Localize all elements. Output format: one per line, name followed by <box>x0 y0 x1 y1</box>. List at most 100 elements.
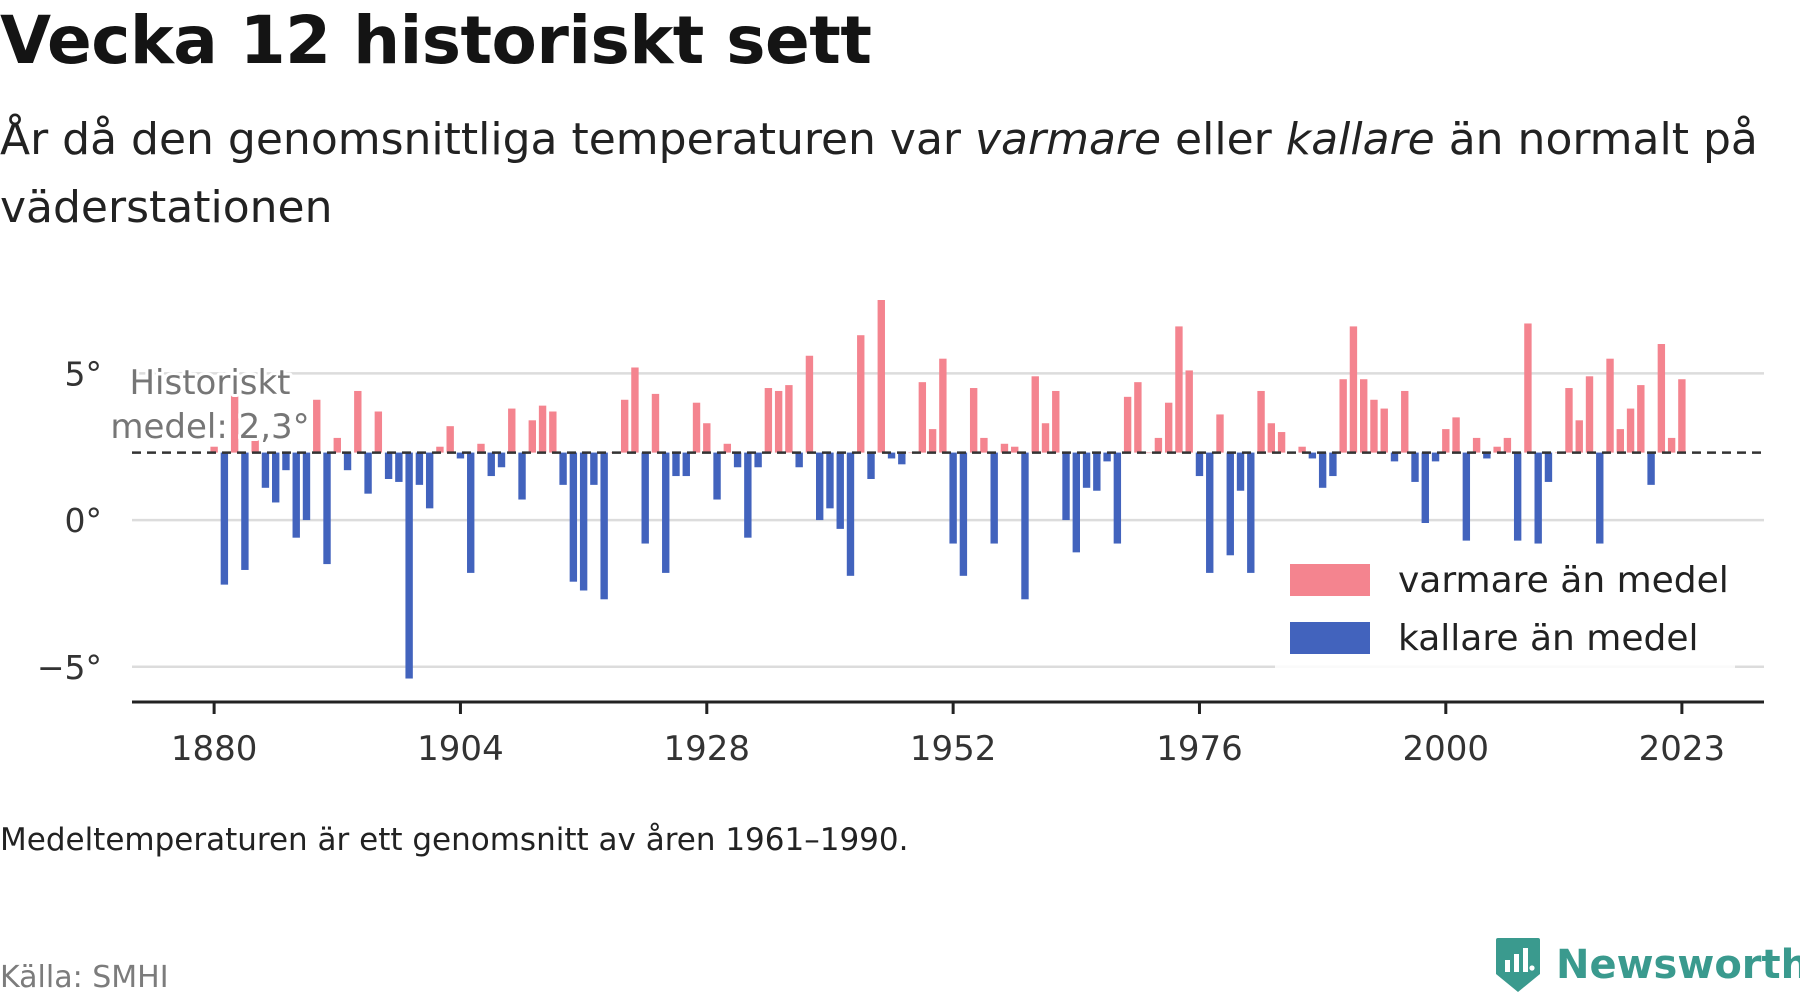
warm-bar <box>1401 390 1409 453</box>
warm-bar <box>313 399 321 453</box>
cold-bar <box>569 452 578 582</box>
cold-bar <box>467 452 475 573</box>
cold-bar <box>836 452 844 529</box>
subtitle-emphasis-warmer: varmare <box>974 114 1162 165</box>
cold-bar <box>1647 452 1655 485</box>
warm-bar <box>1606 358 1614 453</box>
source-label: Källa: SMHI <box>0 960 169 995</box>
x-tick-label: 1904 <box>417 729 504 769</box>
warm-bar <box>1503 437 1512 453</box>
warm-bar <box>1011 446 1019 453</box>
cold-bar <box>713 452 721 500</box>
warm-bar <box>928 429 937 453</box>
warm-bar <box>774 390 783 453</box>
cold-bar <box>826 452 834 509</box>
legend: varmare än medel kallare än medel <box>1275 550 1735 668</box>
warm-bar <box>528 420 536 453</box>
cold-bar <box>641 452 649 544</box>
cold-bar <box>1072 452 1080 553</box>
cold-bar <box>1103 452 1111 462</box>
subtitle-emphasis-colder: kallare <box>1285 114 1435 165</box>
warm-bar <box>1493 446 1501 453</box>
cold-bar <box>1431 452 1440 462</box>
warm-bar <box>651 393 660 453</box>
cold-bar <box>261 452 270 488</box>
cold-bar <box>395 452 403 482</box>
bars <box>210 300 1686 679</box>
cold-bar <box>1534 452 1542 544</box>
cold-bar <box>1329 452 1337 477</box>
cold-bar <box>887 452 896 459</box>
warm-bar <box>918 382 927 453</box>
cold-bar <box>959 452 968 576</box>
cold-bar <box>415 452 424 485</box>
cold-bar <box>1483 452 1491 459</box>
warm-bar <box>692 402 701 453</box>
cold-bar <box>682 452 690 477</box>
cold-bar <box>1093 452 1101 491</box>
historical-mean-label-line-2: medel: 2,3° <box>110 407 309 447</box>
cold-bar <box>990 452 998 544</box>
warm-bar <box>1524 323 1532 453</box>
warm-bar <box>1267 423 1276 453</box>
warm-bar <box>1575 420 1583 453</box>
cold-bar <box>1021 452 1029 600</box>
cold-bar <box>1390 452 1399 462</box>
warm-bar <box>230 393 239 453</box>
cold-bar <box>816 452 824 521</box>
cold-bar <box>384 452 393 479</box>
chart-subtitle: År då den genomsnittliga temperaturen va… <box>0 106 1760 242</box>
warm-bar <box>354 390 362 453</box>
cold-bar <box>272 452 280 503</box>
warm-bar <box>723 443 732 453</box>
warm-bar <box>1616 429 1624 453</box>
cold-bar <box>1113 452 1122 544</box>
cold-bar <box>220 452 229 585</box>
warm-bar <box>477 443 485 453</box>
warm-bar <box>1123 396 1132 453</box>
cold-bar <box>487 452 495 477</box>
cold-bar <box>754 452 762 468</box>
warm-bar <box>1041 423 1050 453</box>
legend-swatch-cold <box>1290 622 1370 654</box>
y-tick-label: 5° <box>65 354 103 393</box>
warm-bar <box>1360 379 1368 453</box>
brand-logo: Newsworthy <box>1494 936 1800 994</box>
cold-bar <box>364 452 372 494</box>
x-tick-label: 1952 <box>910 729 997 769</box>
warm-bar <box>1637 385 1645 453</box>
cold-bar <box>1462 452 1471 541</box>
y-tick-label: −5° <box>37 648 102 687</box>
footnote: Medeltemperaturen är ett genomsnitt av å… <box>0 822 909 858</box>
cold-bar <box>497 452 506 468</box>
cold-bar <box>323 452 331 565</box>
cold-bar <box>518 452 526 500</box>
cold-bar <box>846 452 855 576</box>
cold-bar <box>1513 452 1522 541</box>
warm-bar <box>549 411 557 453</box>
warm-bar <box>1185 370 1193 453</box>
cold-bar <box>1195 452 1204 477</box>
cold-bar <box>1226 452 1234 556</box>
cold-bar <box>1082 452 1091 488</box>
warm-bar <box>1380 408 1388 453</box>
y-tick-label: 0° <box>65 501 103 540</box>
cold-bar <box>1062 452 1070 521</box>
cold-bar <box>1544 452 1553 482</box>
cold-bar <box>672 452 680 477</box>
cold-bar <box>590 452 598 485</box>
warm-bar <box>1565 388 1573 453</box>
cold-bar <box>744 452 752 538</box>
warm-bar <box>1678 379 1686 453</box>
cold-bar <box>1206 452 1214 573</box>
warm-bar <box>620 399 629 453</box>
subtitle-text-3: än normalt på väderstationen <box>0 114 1758 233</box>
x-axis: 1880 1904 1928 1952 1976 2000 2023 <box>132 700 1764 769</box>
cold-bar <box>733 452 742 468</box>
x-tick-label: 1976 <box>1156 729 1243 769</box>
x-tick-label: 1928 <box>664 729 751 769</box>
cold-bar <box>867 452 875 479</box>
newsworthy-logo-icon <box>1496 938 1540 992</box>
warm-bar <box>631 367 639 453</box>
